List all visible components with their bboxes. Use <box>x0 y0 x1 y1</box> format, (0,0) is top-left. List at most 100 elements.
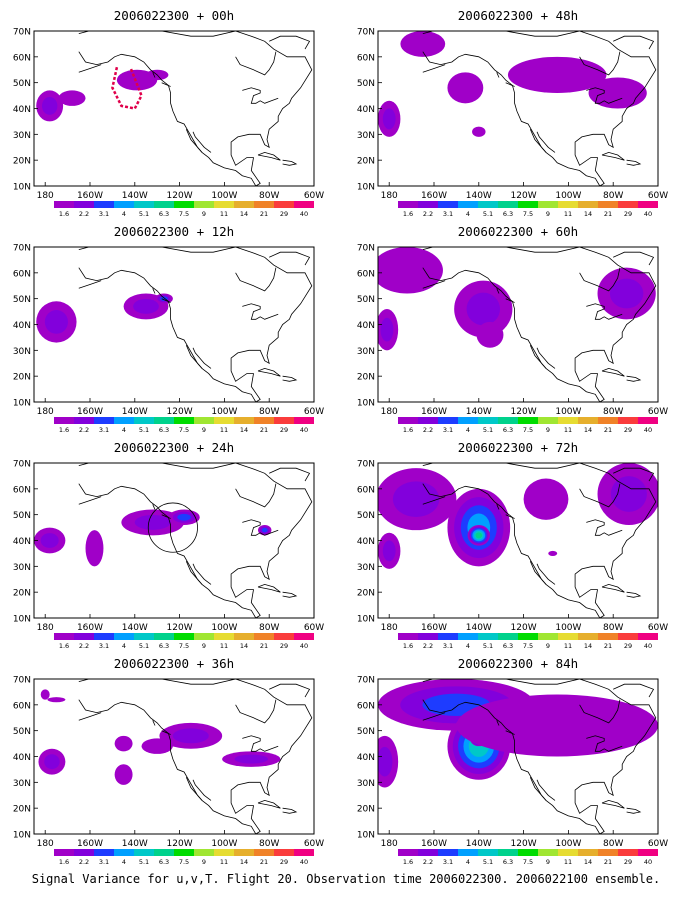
lat-tick-label: 10N <box>13 615 31 625</box>
colorbar-label: 5.1 <box>139 642 149 650</box>
lat-tick-label: 40N <box>13 753 31 763</box>
colorbar-swatch <box>598 417 618 424</box>
colorbar-swatch <box>274 201 294 208</box>
colorbar-label: 1.6 <box>59 858 69 866</box>
colorbar-label: 21 <box>604 858 612 866</box>
colorbar-label: 11 <box>220 210 228 218</box>
shaded-contour <box>134 514 171 530</box>
coastline <box>496 504 500 510</box>
coastline <box>235 483 277 508</box>
colorbar-swatch <box>598 633 618 640</box>
colorbar-label: 5.1 <box>483 858 493 866</box>
lon-tick-label: 100W <box>211 839 237 849</box>
coastline <box>257 367 281 377</box>
colorbar-swatch <box>618 201 638 208</box>
lat-tick-label: 30N <box>357 131 375 141</box>
colorbar-swatch <box>74 201 94 208</box>
colorbar-swatch <box>194 633 214 640</box>
colorbar-label: 2.2 <box>423 210 433 218</box>
colorbar-label: 4 <box>466 642 470 650</box>
colorbar-swatch <box>498 633 518 640</box>
colorbar-swatch <box>54 849 74 856</box>
coastline <box>579 51 621 76</box>
map-area <box>378 679 658 834</box>
colorbar-swatch <box>114 201 134 208</box>
colorbar-label: 2.2 <box>79 642 89 650</box>
shaded-contour <box>40 689 50 700</box>
coastline <box>235 51 277 76</box>
lat-tick-label: 50N <box>357 511 375 521</box>
coastline <box>161 82 171 87</box>
lon-tick-label: 120W <box>167 839 193 849</box>
lat-tick-label: 60N <box>13 53 31 63</box>
shaded-contour <box>261 527 268 533</box>
coastline <box>601 583 625 593</box>
colorbar-swatch <box>398 417 418 424</box>
shaded-contour <box>447 72 484 104</box>
map-panel: 2006022300 + 12h 10N 20N 30N 40N 50N 60N 70N 180… <box>13 224 324 434</box>
colorbar-label: 3.1 <box>99 426 109 434</box>
panel-title: 2006022300 + 84h <box>458 656 578 671</box>
lon-tick-label: 80W <box>603 839 623 849</box>
colorbar-label: 3.1 <box>99 642 109 650</box>
colorbar-swatch <box>154 633 174 640</box>
colorbar-label: 4 <box>122 210 126 218</box>
colorbar-label: 9 <box>546 210 550 218</box>
coastline <box>536 131 556 153</box>
colorbar-label: 2.2 <box>79 426 89 434</box>
colorbar-label: 6.3 <box>159 210 169 218</box>
colorbar-label: 7.5 <box>523 426 533 434</box>
map-panel: 2006022300 + 60h 10N 20N 30N 40N 50N 60N 70N 180… <box>357 224 668 434</box>
coastline <box>613 467 655 482</box>
coastline <box>152 288 156 294</box>
shaded-contour <box>609 278 644 309</box>
lat-tick-label: 40N <box>357 753 375 763</box>
shaded-contour <box>380 317 394 342</box>
colorbar-label: 2.2 <box>423 642 433 650</box>
coastline <box>269 35 311 50</box>
coastline <box>282 807 298 814</box>
colorbar-label: 5.1 <box>483 210 493 218</box>
coastline <box>78 280 102 289</box>
colorbar-swatch <box>538 201 558 208</box>
colorbar-label: 1.6 <box>403 210 413 218</box>
coastline <box>505 514 515 519</box>
coastline <box>496 288 500 294</box>
coastline <box>586 87 623 104</box>
colorbar-label: 11 <box>220 858 228 866</box>
colorbar-label: 40 <box>644 642 652 650</box>
colorbar-label: 3.1 <box>99 210 109 218</box>
colorbar-label: 29 <box>280 642 288 650</box>
lat-tick-label: 60N <box>13 269 31 279</box>
colorbar-swatch <box>54 417 74 424</box>
lat-tick-label: 50N <box>357 727 375 737</box>
shaded-contour <box>507 56 607 93</box>
colorbar-swatch <box>478 201 498 208</box>
colorbar-swatch <box>638 417 658 424</box>
colorbar-label: 2.2 <box>423 858 433 866</box>
panel-title: 2006022300 + 48h <box>458 8 578 23</box>
colorbar-swatch <box>598 201 618 208</box>
colorbar-label: 29 <box>280 210 288 218</box>
shaded-contour <box>114 735 133 752</box>
coastline <box>505 82 515 87</box>
colorbar-label: 3.1 <box>443 858 453 866</box>
coastline <box>422 247 657 402</box>
colorbar-swatch <box>438 417 458 424</box>
lat-tick-label: 30N <box>357 563 375 573</box>
coastline <box>78 31 313 186</box>
colorbar-swatch <box>254 201 274 208</box>
colorbar-swatch <box>134 849 154 856</box>
map-area <box>38 679 313 834</box>
map-panel: 2006022300 + 00h 10N 20N 30N 40N 50N 60N 70N 180… <box>13 8 324 218</box>
lon-tick-label: 120W <box>167 623 193 633</box>
colorbar-label: 11 <box>220 426 228 434</box>
colorbar-label: 9 <box>202 210 206 218</box>
colorbar-label: 29 <box>280 858 288 866</box>
coastline <box>536 563 556 585</box>
colorbar-swatch <box>134 633 154 640</box>
colorbar-swatch <box>498 417 518 424</box>
colorbar-label: 7.5 <box>179 426 189 434</box>
coastline <box>269 467 311 482</box>
lon-tick-label: 80W <box>603 191 623 201</box>
